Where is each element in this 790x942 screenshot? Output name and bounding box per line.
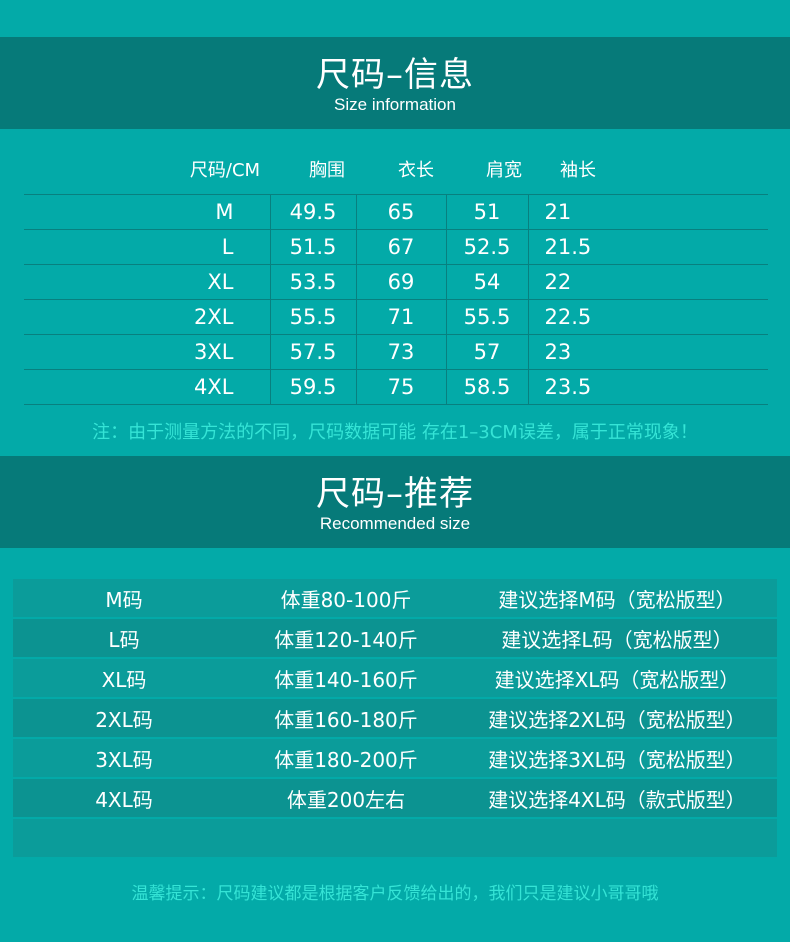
rec-weight: 体重80-100斤 (280, 587, 412, 612)
list-item: 3XL码 体重180-200斤 建议选择3XL码（宽松版型） (13, 739, 777, 777)
cell-shoulder: 54 (445, 264, 528, 300)
list-item (13, 819, 777, 857)
cell-chest: 49.5 (269, 194, 356, 230)
rec-size: M码 (105, 587, 143, 612)
rec-size: L码 (108, 627, 140, 652)
cell-length: 75 (355, 369, 446, 405)
cell-length: 71 (355, 299, 446, 335)
rec-size: 4XL码 (95, 787, 153, 812)
list-item: 2XL码 体重160-180斤 建议选择2XL码（宽松版型） (13, 699, 777, 737)
warm-tip: 温馨提示：尺码建议都是根据客户反馈给出的，我们只是建议小哥哥哦 (131, 884, 659, 904)
cell-length: 67 (355, 229, 446, 265)
size-table-header: 尺码/CM 胸围 衣长 肩宽 袖长 (0, 156, 790, 184)
cell-length: 73 (355, 334, 446, 370)
cell-chest: 57.5 (269, 334, 356, 370)
recommend-title: 尺码–推荐 (316, 474, 474, 514)
recommend-table: M码 体重80-100斤 建议选择M码（宽松版型） L码 体重120-140斤 建议选择L… (13, 579, 777, 859)
rec-weight: 体重120-140斤 (274, 627, 418, 652)
rec-size: 2XL码 (95, 707, 153, 732)
cell-length: 69 (355, 264, 446, 300)
cell-size: 2XL (24, 299, 270, 335)
size-info-title: 尺码–信息 (316, 55, 474, 95)
cell-sleeve: 22.5 (527, 299, 768, 335)
cell-sleeve: 23 (527, 334, 768, 370)
cell-shoulder: 51 (445, 194, 528, 230)
cell-shoulder: 57 (445, 334, 528, 370)
list-item: XL码 体重140-160斤 建议选择XL码（宽松版型） (13, 659, 777, 697)
rec-advice: 建议选择XL码（宽松版型） (494, 667, 740, 692)
rec-size: 3XL码 (95, 747, 153, 772)
col-length: 衣长 (398, 160, 434, 181)
rec-weight: 体重140-160斤 (274, 667, 418, 692)
table-row: XL 53.5 69 54 22 (24, 264, 768, 300)
table-row: 4XL 59.5 75 58.5 23.5 (24, 369, 768, 405)
cell-sleeve: 22 (527, 264, 768, 300)
recommend-header: 尺码–推荐 Recommended size (0, 456, 790, 548)
col-shoulder: 肩宽 (486, 160, 522, 181)
cell-size: XL (24, 264, 270, 300)
recommend-subtitle: Recommended size (319, 514, 471, 533)
rec-advice: 建议选择M码（宽松版型） (498, 587, 736, 612)
col-size: 尺码/CM (189, 160, 261, 181)
rec-weight: 体重200左右 (286, 787, 406, 812)
rec-advice: 建议选择3XL码（宽松版型） (488, 747, 746, 772)
measurement-note: 注：由于测量方法的不同，尺码数据可能 存在1–3CM误差，属于正常现象！ (92, 422, 698, 443)
size-table: M 49.5 65 51 21 L 51.5 67 52.5 21.5 XL 53.5 69 54 22 2X… (24, 194, 768, 405)
cell-size: L (24, 229, 270, 265)
table-row: 3XL 57.5 73 57 23 (24, 334, 768, 370)
size-info-header: 尺码–信息 Size information (0, 37, 790, 129)
table-row: 2XL 55.5 71 55.5 22.5 (24, 299, 768, 335)
cell-shoulder: 55.5 (445, 299, 528, 335)
cell-sleeve: 23.5 (527, 369, 768, 405)
cell-chest: 55.5 (269, 299, 356, 335)
cell-size: 3XL (24, 334, 270, 370)
list-item: 4XL码 体重200左右 建议选择4XL码（款式版型） (13, 779, 777, 817)
list-item: L码 体重120-140斤 建议选择L码（宽松版型） (13, 619, 777, 657)
cell-chest: 59.5 (269, 369, 356, 405)
rec-advice: 建议选择L码（宽松版型） (501, 627, 733, 652)
table-row: L 51.5 67 52.5 21.5 (24, 229, 768, 265)
col-sleeve: 袖长 (560, 160, 596, 181)
cell-sleeve: 21 (527, 194, 768, 230)
rec-weight: 体重160-180斤 (274, 707, 418, 732)
rec-advice: 建议选择2XL码（宽松版型） (488, 707, 746, 732)
rec-weight: 体重180-200斤 (274, 747, 418, 772)
cell-shoulder: 52.5 (445, 229, 528, 265)
col-chest: 胸围 (309, 160, 345, 181)
cell-size: M (24, 194, 270, 230)
rec-size: XL码 (101, 667, 147, 692)
cell-chest: 51.5 (269, 229, 356, 265)
cell-length: 65 (355, 194, 446, 230)
cell-chest: 53.5 (269, 264, 356, 300)
list-item: M码 体重80-100斤 建议选择M码（宽松版型） (13, 579, 777, 617)
rec-advice: 建议选择4XL码（款式版型） (488, 787, 746, 812)
table-row: M 49.5 65 51 21 (24, 194, 768, 230)
cell-size: 4XL (24, 369, 270, 405)
size-info-subtitle: Size information (334, 95, 456, 114)
cell-shoulder: 58.5 (445, 369, 528, 405)
cell-sleeve: 21.5 (527, 229, 768, 265)
